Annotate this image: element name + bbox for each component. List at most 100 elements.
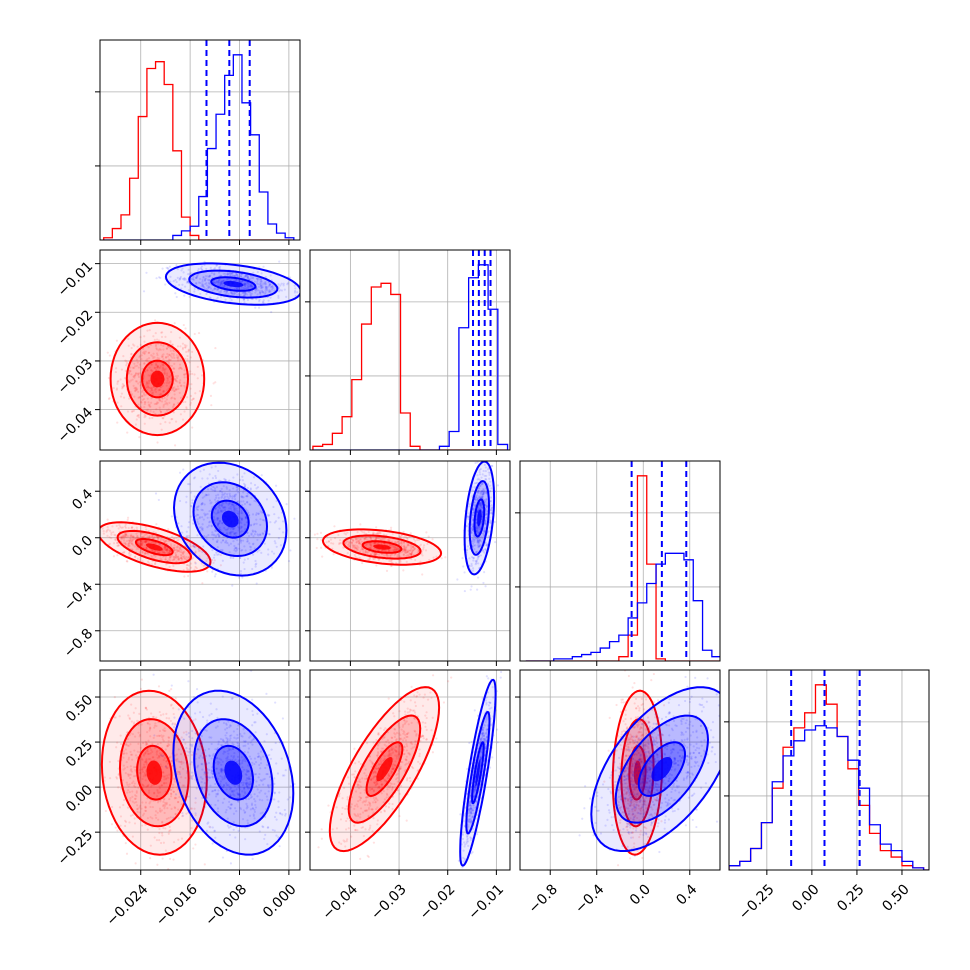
y-tick-label-1-3: −0.01 [55, 259, 97, 301]
contour-red-3_2-1 [620, 718, 655, 828]
scatter-panel-3_1 [309, 669, 511, 871]
hist-frame-0 [99, 39, 301, 241]
contour-blue-2_1-0 [473, 498, 486, 538]
x-tick-label-0-1: −0.016 [153, 881, 201, 929]
contour-red-3_1-1 [347, 714, 422, 824]
y-tick-label-3-2: 0.25 [63, 737, 96, 770]
x-tick-label-2-2: 0.0 [627, 881, 654, 908]
frame-1_0 [99, 249, 301, 451]
density-core-red-3_1 [376, 757, 393, 782]
scatter-panel-1_0 [99, 249, 301, 451]
contour-blue-3_0-1 [193, 718, 274, 828]
contour-blue-3_2-0 [637, 741, 687, 797]
x-tick-label-0-3: 0.000 [260, 881, 300, 921]
contour-blue-3_2-1 [614, 714, 710, 824]
contour-red-3_2-0 [628, 744, 647, 801]
contour-blue-3_0-2 [172, 689, 295, 856]
x-tick-label-1-0: −0.04 [319, 881, 361, 923]
contour-red-3_0-0 [136, 744, 173, 801]
hist-frame-2 [519, 460, 721, 662]
density-core-red-3_0 [146, 760, 163, 785]
y-tick-label-3-1: 0.00 [63, 782, 96, 815]
y-tick-label-1-2: −0.02 [55, 307, 97, 349]
hist-red-2 [525, 475, 720, 661]
hist-red-0 [103, 61, 294, 240]
y-tick-label-2-2: 0.0 [69, 533, 96, 560]
x-tick-label-3-0: −0.25 [736, 881, 778, 923]
x-tick-label-1-2: −0.02 [417, 881, 459, 923]
contour-red-2_1-1 [342, 534, 422, 560]
hist-blue-0 [103, 54, 295, 240]
contour-blue-2_0-1 [192, 481, 269, 558]
contour-red-2_1-2 [321, 528, 443, 566]
frame-2_0 [99, 460, 301, 662]
contour-blue-2_0-0 [210, 499, 250, 539]
contour-red-1_0-2 [109, 321, 206, 437]
hist-frame-1 [309, 249, 511, 451]
contour-red-1_0-0 [141, 359, 174, 399]
contour-blue-1_0-1 [188, 269, 279, 299]
scatter-panel-3_0 [99, 669, 301, 871]
x-tick-label-0-0: −0.024 [104, 881, 152, 929]
y-tick-label-3-0: −0.25 [55, 827, 97, 869]
hist-panel-0 [95, 39, 301, 241]
x-tick-label-2-3: 0.4 [673, 881, 700, 908]
hist-frame-3 [728, 669, 930, 871]
frame-3_1 [309, 669, 511, 871]
density-core-blue-3_1 [475, 759, 481, 787]
x-tick-label-0-2: −0.008 [202, 881, 250, 929]
x-tick-label-1-1: −0.03 [368, 881, 410, 923]
density-core-blue-1_0 [223, 281, 244, 288]
hist-panel-1 [305, 249, 511, 451]
contour-red-1_0-1 [125, 341, 190, 417]
contour-blue-3_2-2 [590, 686, 720, 852]
frame-3_0 [99, 669, 301, 871]
y-tick-label-2-0: −0.8 [61, 626, 96, 661]
x-tick-label-1-3: −0.01 [465, 881, 507, 923]
contour-red-3_0-2 [100, 689, 208, 856]
y-tick-label-1-0: −0.04 [55, 405, 97, 447]
contour-blue-1_0-2 [164, 262, 300, 306]
hist-panel-3 [724, 669, 930, 871]
x-tick-label-3-3: 0.50 [879, 881, 912, 914]
contour-blue-2_1-2 [463, 461, 496, 576]
x-tick-label-3-1: 0.00 [789, 881, 822, 914]
contour-red-2_1-0 [361, 540, 403, 554]
density-core-blue-2_1 [477, 509, 482, 527]
y-tick-label-2-3: 0.4 [69, 486, 96, 513]
hist-blue-1 [312, 264, 509, 450]
density-core-red-1_0 [150, 370, 165, 388]
frame-2_1 [309, 460, 511, 662]
contour-blue-3_1-1 [465, 710, 491, 835]
y-tick-label-1-1: −0.03 [55, 356, 97, 398]
density-core-blue-2_0 [221, 510, 239, 528]
contour-blue-3_1-0 [471, 741, 485, 805]
contour-blue-3_1-2 [459, 678, 497, 867]
x-tick-label-2-1: −0.4 [572, 881, 607, 916]
x-tick-label-3-2: 0.25 [834, 881, 867, 914]
y-tick-label-3-3: 0.50 [63, 692, 96, 725]
density-core-blue-3_0 [224, 760, 243, 785]
contour-blue-2_0-2 [172, 461, 288, 577]
contour-blue-2_1-1 [468, 480, 491, 556]
contour-blue-1_0-0 [210, 276, 257, 292]
hist-blue-2 [525, 552, 720, 661]
scatter-panel-3_2 [519, 669, 721, 871]
hist-red-1 [312, 282, 508, 450]
density-core-red-2_1 [373, 544, 391, 550]
contour-blue-3_0-0 [212, 744, 255, 801]
hist-blue-3 [729, 725, 929, 870]
density-core-red-2_0 [146, 543, 163, 551]
contour-red-3_1-0 [365, 741, 404, 798]
frame-3_2 [519, 669, 721, 871]
hist-panel-2 [515, 460, 721, 662]
scatter-panel-2_0 [99, 460, 301, 662]
contour-red-3_2-2 [611, 689, 664, 856]
density-core-blue-3_2 [651, 757, 673, 782]
contour-red-3_0-1 [118, 718, 190, 828]
y-tick-label-2-1: −0.4 [61, 579, 96, 614]
scatter-panel-2_1 [309, 460, 511, 662]
x-tick-label-2-0: −0.8 [526, 881, 561, 916]
contour-red-2_0-0 [134, 538, 174, 557]
